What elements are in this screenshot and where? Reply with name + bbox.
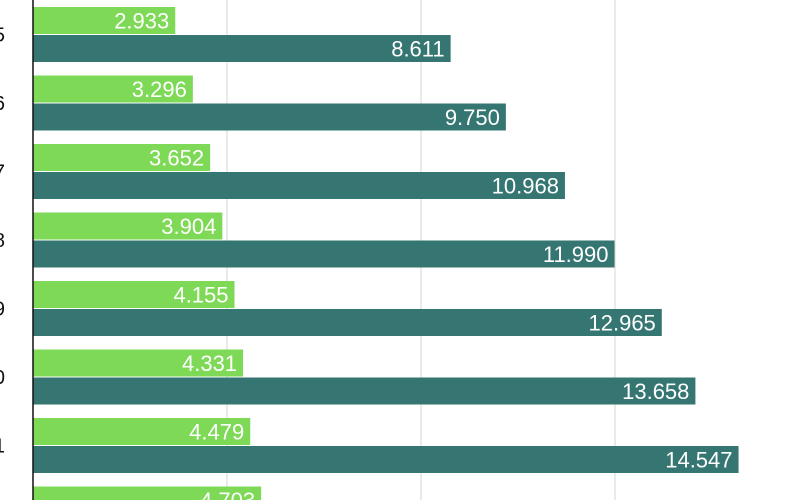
bar-value-label: 4.331 — [182, 351, 237, 376]
bar-series-1 — [33, 418, 251, 445]
bar-series-1 — [33, 144, 211, 171]
category-tick-labels: 5 6 7 8 9 0 1 — [0, 25, 5, 458]
category-tick-label: 5 — [0, 25, 5, 47]
bar-series-1 — [33, 486, 262, 500]
bar-series-2 — [33, 377, 696, 405]
category-tick-label: 6 — [0, 93, 5, 115]
bar-series-2 — [33, 172, 565, 199]
bar-value-label: 8.611 — [391, 37, 444, 62]
bar-value-label: 4.155 — [173, 283, 228, 308]
bar-value-label: 2.933 — [114, 9, 169, 34]
bar-series-1 — [33, 212, 223, 240]
bar-value-label: 11.990 — [543, 242, 609, 267]
bar-value-label: 3.904 — [161, 214, 216, 239]
bar-value-label: 12.965 — [589, 311, 656, 336]
value-labels: 2.933 8.611 3.296 9.750 3.652 10.968 3.904 11.9… — [114, 9, 732, 500]
bar-value-label: 3.652 — [149, 146, 204, 171]
bar-value-label: 4.479 — [189, 420, 244, 445]
bar-series-1 — [33, 281, 235, 308]
category-tick-label: 0 — [0, 367, 5, 389]
bar-value-label: 14.547 — [665, 448, 732, 473]
bar-series-2 — [33, 446, 739, 473]
category-tick-label: 8 — [0, 230, 5, 252]
bar-series-2 — [33, 35, 451, 62]
bars — [33, 7, 739, 500]
bar-value-label: 9.750 — [445, 105, 500, 130]
bar-series-1 — [33, 349, 244, 377]
category-tick-label: 1 — [0, 436, 5, 458]
bar-value-label: 13.658 — [622, 379, 689, 404]
category-tick-label: 9 — [0, 299, 5, 321]
bar-value-label: 10.968 — [492, 174, 559, 199]
bar-value-label: 4.703 — [200, 488, 255, 500]
bar-value-label: 3.296 — [132, 77, 187, 102]
category-tick-label: 7 — [0, 162, 5, 184]
bar-series-1 — [33, 75, 193, 103]
bar-series-2 — [33, 309, 662, 336]
bar-series-2 — [33, 240, 615, 268]
bar-series-1 — [33, 7, 176, 34]
bar-series-2 — [33, 103, 506, 131]
